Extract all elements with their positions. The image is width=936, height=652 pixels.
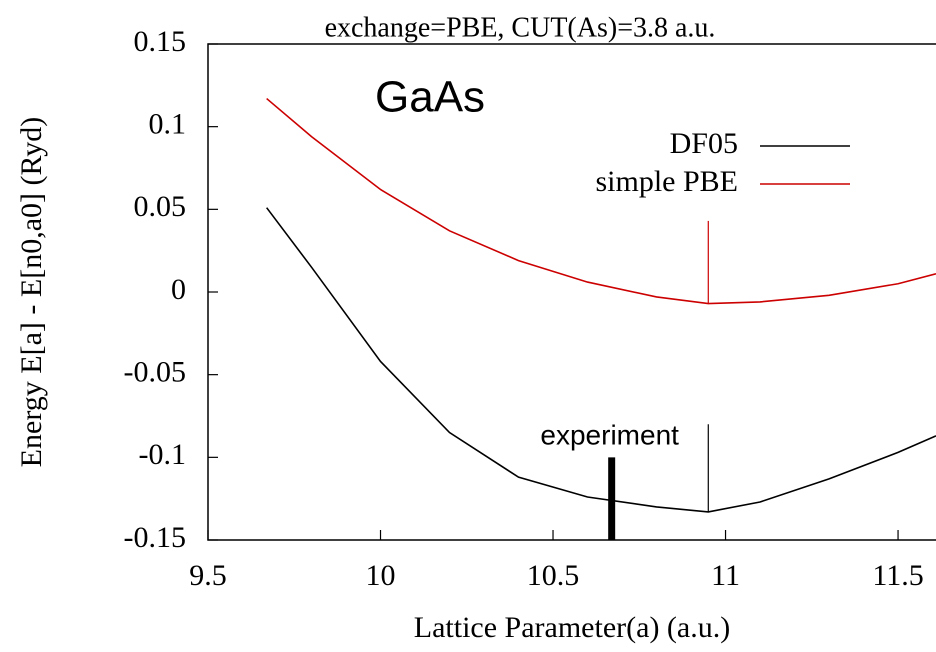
y-tick-label: -0.15 (124, 521, 187, 554)
y-tick-label: 0.05 (134, 190, 187, 223)
x-tick-label: 10.5 (527, 559, 580, 592)
y-tick-label: -0.05 (124, 356, 187, 389)
y-axis-label: Energy E[a] - E[n0,a0] (Ryd) (15, 117, 48, 468)
x-tick-label: 9.5 (189, 559, 227, 592)
legend-label: simple PBE (595, 165, 738, 198)
legend-label: DF05 (670, 127, 738, 160)
x-tick-label: 10 (366, 559, 396, 592)
chart-title: exchange=PBE, CUT(As)=3.8 a.u. (325, 12, 716, 43)
annotation: experiment (540, 420, 679, 451)
data-line (266, 207, 936, 513)
y-tick-label: 0.1 (149, 108, 187, 141)
chart-subtitle: GaAs (375, 73, 485, 122)
y-tick-label: 0.15 (134, 25, 187, 58)
x-tick-label: 11 (711, 559, 740, 592)
plot-frame (207, 43, 936, 541)
data-line (266, 97, 936, 305)
y-tick-label: 0 (171, 273, 186, 306)
x-tick-label: 11.5 (872, 559, 923, 592)
x-axis-label: Lattice Parameter(a) (a.u.) (414, 611, 730, 644)
y-tick-label: -0.1 (139, 438, 187, 471)
